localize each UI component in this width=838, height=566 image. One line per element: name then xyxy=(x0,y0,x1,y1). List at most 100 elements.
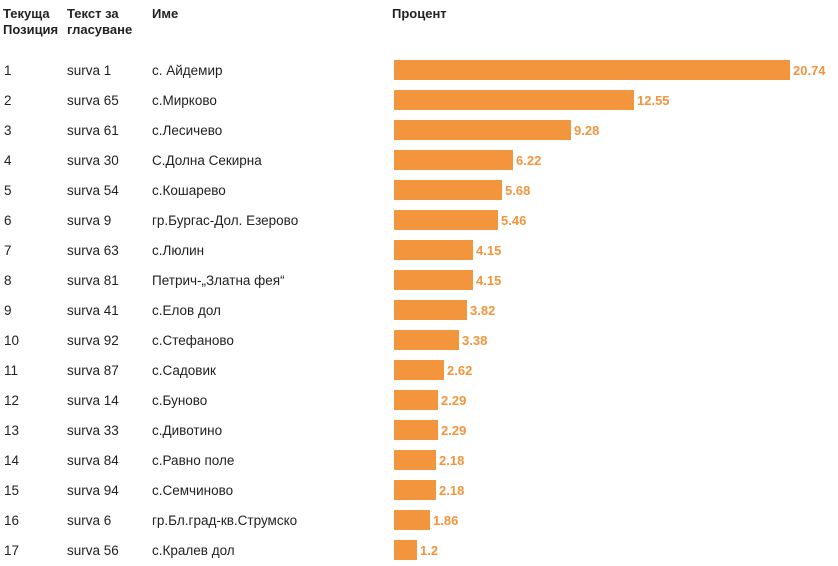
percent-bar xyxy=(394,450,436,470)
table-row: 9 surva 41 с.Елов дол 3.82 xyxy=(0,296,838,326)
percent-bar xyxy=(394,390,438,410)
position-cell: 17 xyxy=(4,543,20,558)
position-header-line1: Текуща xyxy=(3,6,50,21)
vote-text-cell: surva 33 xyxy=(67,423,119,438)
vote-text-cell: surva 6 xyxy=(67,513,112,528)
percent-value-label: 1.2 xyxy=(420,543,439,558)
vote-text-cell: surva 30 xyxy=(67,153,119,168)
table-row: 11 surva 87 с.Садовик 2.62 xyxy=(0,356,838,386)
position-cell: 16 xyxy=(4,513,20,528)
name-cell: с.Лесичево xyxy=(152,123,223,138)
percent-value-label: 1.86 xyxy=(433,513,459,528)
vote-text-cell: surva 1 xyxy=(67,63,112,78)
table-row: 7 surva 63 с.Люлин 4.15 xyxy=(0,236,838,266)
percent-bar xyxy=(394,330,459,350)
position-cell: 9 xyxy=(4,303,12,318)
percent-value-label: 9.28 xyxy=(574,123,600,138)
name-cell: с.Садовик xyxy=(152,363,216,378)
position-header-line2: Позиция xyxy=(3,22,59,37)
percent-bar xyxy=(394,480,436,500)
percent-value-label: 2.18 xyxy=(439,483,465,498)
text-header-line1: Текст за xyxy=(67,6,119,21)
percent-bar xyxy=(394,90,634,110)
position-cell: 13 xyxy=(4,423,20,438)
table-row: 8 surva 81 Петрич-„Златна фея“ 4.15 xyxy=(0,266,838,296)
name-column-header: Име xyxy=(152,6,179,21)
table-row: 15 surva 94 с.Семчиново 2.18 xyxy=(0,476,838,506)
vote-text-cell: surva 14 xyxy=(67,393,119,408)
vote-text-cell: surva 65 xyxy=(67,93,119,108)
percent-value-label: 2.29 xyxy=(441,393,467,408)
name-cell: с.Мирково xyxy=(152,93,217,108)
percent-value-label: 2.62 xyxy=(447,363,473,378)
vote-text-cell: surva 54 xyxy=(67,183,119,198)
name-cell: с.Люлин xyxy=(152,243,205,258)
percent-value-label: 5.68 xyxy=(505,183,531,198)
name-cell: с.Кралев дол xyxy=(152,543,235,558)
percent-bar xyxy=(394,420,438,440)
table-row: 3 surva 61 с.Лесичево 9.28 xyxy=(0,116,838,146)
position-cell: 14 xyxy=(4,453,20,468)
percent-bar xyxy=(394,240,473,260)
table-row: 6 surva 9 гр.Бургас-Дол. Езерово 5.46 xyxy=(0,206,838,236)
name-cell: с.Кошарево xyxy=(152,183,226,198)
text-header-line2: гласуване xyxy=(67,22,133,37)
percent-bar xyxy=(394,120,571,140)
name-cell: С.Долна Секирна xyxy=(152,153,262,168)
position-cell: 2 xyxy=(4,93,12,108)
vote-text-cell: surva 87 xyxy=(67,363,119,378)
percent-value-label: 12.55 xyxy=(637,93,670,108)
text-column-header: Текст за гласуване xyxy=(67,6,147,38)
name-cell: Петрич-„Златна фея“ xyxy=(152,273,285,288)
table-row: 5 surva 54 с.Кошарево 5.68 xyxy=(0,176,838,206)
name-cell: с. Айдемир xyxy=(152,63,223,78)
table-row: 13 surva 33 с.Дивотино 2.29 xyxy=(0,416,838,446)
vote-text-cell: surva 61 xyxy=(67,123,119,138)
percent-bar xyxy=(394,300,467,320)
position-cell: 7 xyxy=(4,243,12,258)
percent-bar xyxy=(394,540,417,560)
position-cell: 15 xyxy=(4,483,20,498)
percent-column-header: Процент xyxy=(392,6,447,21)
percent-value-label: 4.15 xyxy=(476,273,502,288)
vote-text-cell: surva 41 xyxy=(67,303,119,318)
table-row: 1 surva 1 с. Айдемир 20.74 xyxy=(0,56,838,86)
vote-text-cell: surva 94 xyxy=(67,483,119,498)
percent-value-label: 2.29 xyxy=(441,423,467,438)
table-row: 17 surva 56 с.Кралев дол 1.2 xyxy=(0,536,838,566)
percent-bar xyxy=(394,360,444,380)
percent-bar xyxy=(394,210,498,230)
name-cell: гр.Бл.град-кв.Струмско xyxy=(152,513,298,528)
position-cell: 1 xyxy=(4,63,12,78)
vote-text-cell: surva 63 xyxy=(67,243,119,258)
table-row: 14 surva 84 с.Равно поле 2.18 xyxy=(0,446,838,476)
position-column-header: Текуща Позиция xyxy=(3,6,65,38)
name-cell: с.Равно поле xyxy=(152,453,235,468)
position-cell: 5 xyxy=(4,183,12,198)
percent-bar xyxy=(394,60,790,80)
name-cell: гр.Бургас-Дол. Езерово xyxy=(152,213,299,228)
name-cell: с.Семчиново xyxy=(152,483,234,498)
vote-text-cell: surva 84 xyxy=(67,453,119,468)
name-cell: с.Буново xyxy=(152,393,208,408)
percent-value-label: 20.74 xyxy=(793,63,826,78)
percent-bar xyxy=(394,510,430,530)
table-row: 4 surva 30 С.Долна Секирна 6.22 xyxy=(0,146,838,176)
vote-text-cell: surva 81 xyxy=(67,273,119,288)
percent-value-label: 3.38 xyxy=(462,333,488,348)
position-cell: 3 xyxy=(4,123,12,138)
position-cell: 4 xyxy=(4,153,12,168)
table-row: 16 surva 6 гр.Бл.град-кв.Струмско 1.86 xyxy=(0,506,838,536)
percent-value-label: 3.82 xyxy=(470,303,496,318)
position-cell: 8 xyxy=(4,273,12,288)
percent-bar xyxy=(394,150,513,170)
table-row: 12 surva 14 с.Буново 2.29 xyxy=(0,386,838,416)
position-cell: 11 xyxy=(4,363,19,378)
position-cell: 12 xyxy=(4,393,20,408)
position-cell: 10 xyxy=(4,333,20,348)
position-cell: 6 xyxy=(4,213,12,228)
vote-text-cell: surva 9 xyxy=(67,213,112,228)
table-row: 10 surva 92 с.Стефаново 3.38 xyxy=(0,326,838,356)
vote-text-cell: surva 92 xyxy=(67,333,119,348)
